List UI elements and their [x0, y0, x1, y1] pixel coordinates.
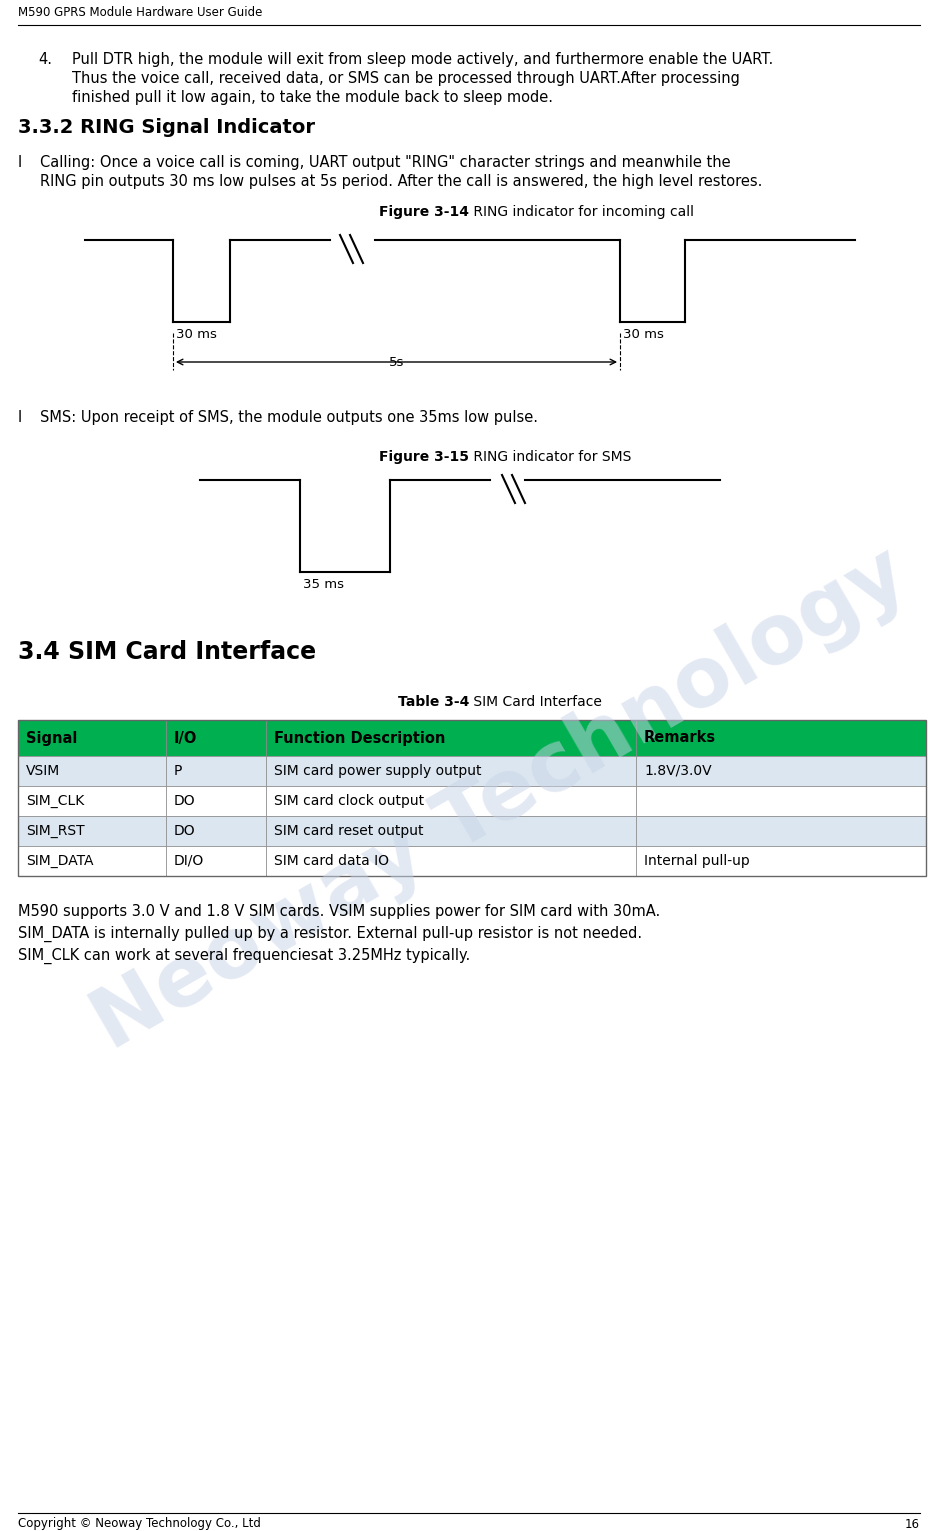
- Bar: [636, 847, 926, 876]
- Text: 35 ms: 35 ms: [303, 579, 344, 591]
- Bar: [18, 720, 926, 876]
- Bar: [266, 785, 636, 816]
- Text: finished pull it low again, to take the module back to sleep mode.: finished pull it low again, to take the …: [72, 90, 553, 106]
- Text: SIM card data IO: SIM card data IO: [274, 854, 389, 868]
- Text: 16: 16: [905, 1517, 920, 1531]
- Bar: [166, 785, 266, 816]
- Bar: [18, 756, 166, 785]
- Bar: [266, 847, 636, 876]
- Text: 5s: 5s: [389, 357, 404, 369]
- Bar: [636, 756, 926, 785]
- Bar: [266, 756, 636, 785]
- Text: SIM card power supply output: SIM card power supply output: [274, 764, 481, 778]
- Bar: [166, 756, 266, 785]
- Text: Figure 3-15: Figure 3-15: [379, 450, 469, 464]
- Text: Remarks: Remarks: [644, 730, 716, 746]
- Text: Calling: Once a voice call is coming, UART output "RING" character strings and m: Calling: Once a voice call is coming, UA…: [40, 155, 731, 170]
- Text: l: l: [18, 410, 23, 426]
- Text: SIM card clock output: SIM card clock output: [274, 795, 424, 808]
- Text: VSIM: VSIM: [26, 764, 60, 778]
- Bar: [166, 720, 266, 756]
- Text: SIM_DATA is internally pulled up by a resistor. External pull-up resistor is not: SIM_DATA is internally pulled up by a re…: [18, 926, 643, 942]
- Text: M590 supports 3.0 V and 1.8 V SIM cards. VSIM supplies power for SIM card with 3: M590 supports 3.0 V and 1.8 V SIM cards.…: [18, 903, 660, 919]
- Text: SIM_CLK: SIM_CLK: [26, 795, 84, 808]
- Text: Signal: Signal: [26, 730, 77, 746]
- Bar: [266, 720, 636, 756]
- Text: I/O: I/O: [174, 730, 197, 746]
- Text: Copyright © Neoway Technology Co., Ltd: Copyright © Neoway Technology Co., Ltd: [18, 1517, 261, 1531]
- Text: 3.3.2 RING Signal Indicator: 3.3.2 RING Signal Indicator: [18, 118, 315, 136]
- Bar: [18, 720, 166, 756]
- Text: 1.8V/3.0V: 1.8V/3.0V: [644, 764, 712, 778]
- Text: Internal pull-up: Internal pull-up: [644, 854, 749, 868]
- Bar: [166, 816, 266, 847]
- Bar: [166, 847, 266, 876]
- Text: 30 ms: 30 ms: [623, 328, 664, 341]
- Text: Thus the voice call, received data, or SMS can be processed through UART.After p: Thus the voice call, received data, or S…: [72, 70, 740, 86]
- Text: DO: DO: [174, 824, 196, 837]
- Text: DO: DO: [174, 795, 196, 808]
- Text: SIM_RST: SIM_RST: [26, 824, 84, 837]
- Text: 3.4 SIM Card Interface: 3.4 SIM Card Interface: [18, 640, 316, 664]
- Text: SMS: Upon receipt of SMS, the module outputs one 35ms low pulse.: SMS: Upon receipt of SMS, the module out…: [40, 410, 538, 426]
- Text: Neoway Technology: Neoway Technology: [79, 533, 921, 1067]
- Text: Pull DTR high, the module will exit from sleep mode actively, and furthermore en: Pull DTR high, the module will exit from…: [72, 52, 773, 67]
- Text: SIM card reset output: SIM card reset output: [274, 824, 423, 837]
- Bar: [18, 847, 166, 876]
- Text: M590 GPRS Module Hardware User Guide: M590 GPRS Module Hardware User Guide: [18, 6, 263, 18]
- Text: l: l: [18, 155, 23, 170]
- Text: RING indicator for incoming call: RING indicator for incoming call: [469, 205, 694, 219]
- Text: SIM_CLK can work at several frequenciesat 3.25MHz typically.: SIM_CLK can work at several frequenciesa…: [18, 948, 470, 965]
- Text: 4.: 4.: [38, 52, 52, 67]
- Text: Figure 3-14: Figure 3-14: [379, 205, 469, 219]
- Text: SIM_DATA: SIM_DATA: [26, 854, 94, 868]
- Text: Table 3-4: Table 3-4: [398, 695, 469, 709]
- Text: RING indicator for SMS: RING indicator for SMS: [469, 450, 631, 464]
- Text: RING pin outputs 30 ms low pulses at 5s period. After the call is answered, the : RING pin outputs 30 ms low pulses at 5s …: [40, 175, 763, 188]
- Text: 30 ms: 30 ms: [176, 328, 217, 341]
- Bar: [18, 785, 166, 816]
- Text: DI/O: DI/O: [174, 854, 204, 868]
- Text: SIM Card Interface: SIM Card Interface: [469, 695, 602, 709]
- Text: P: P: [174, 764, 182, 778]
- Bar: [636, 720, 926, 756]
- Text: Function Description: Function Description: [274, 730, 446, 746]
- Bar: [266, 816, 636, 847]
- Bar: [18, 816, 166, 847]
- Bar: [636, 816, 926, 847]
- Bar: [636, 785, 926, 816]
